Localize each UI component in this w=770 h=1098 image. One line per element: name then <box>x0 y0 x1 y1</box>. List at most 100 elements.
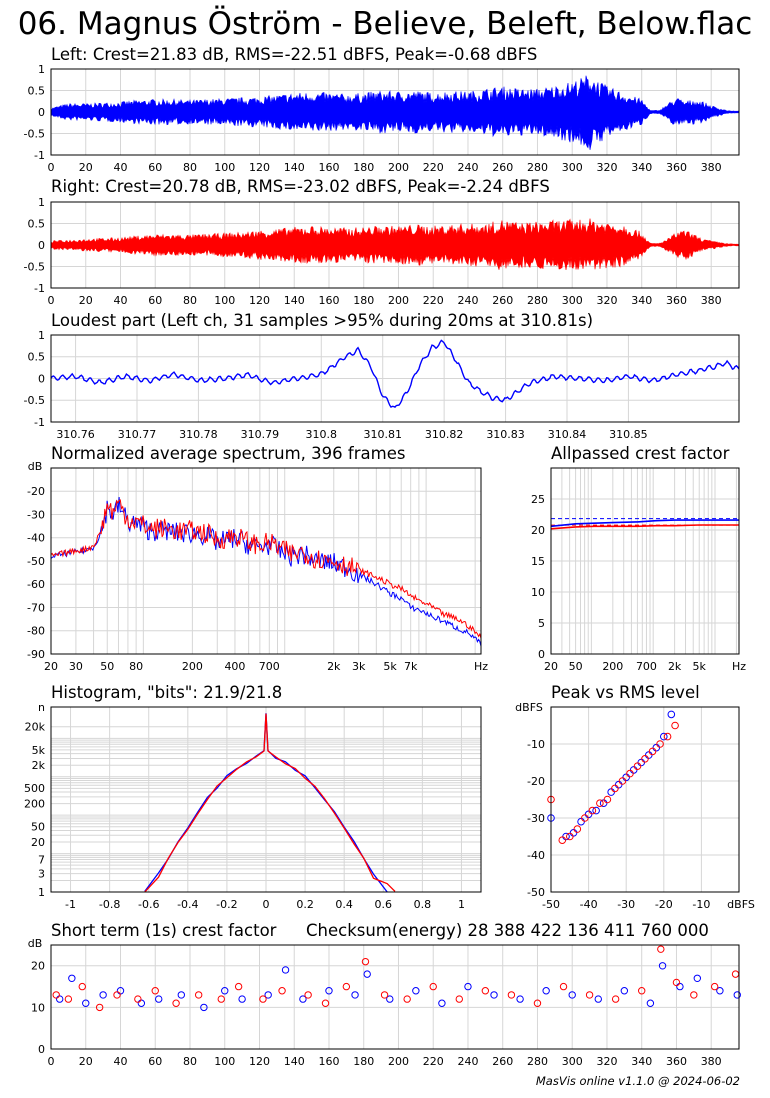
left-channel-plot-frame <box>50 68 740 156</box>
right-channel-x-tick-label: 80 <box>183 294 197 307</box>
crest-point-left <box>137 999 146 1007</box>
crest-point-right <box>78 982 86 991</box>
short-term-crest-x-tick-label: 60 <box>148 1055 162 1068</box>
loudest-part-line <box>50 339 740 409</box>
peak-rms-point-right <box>566 832 574 841</box>
allpassed-plot-frame <box>550 467 740 655</box>
crest-point-right <box>151 987 159 995</box>
right-channel-x-tick-label: 180 <box>353 294 374 307</box>
left-channel-x-tick-label: 80 <box>183 161 197 174</box>
left-channel-y-tick-label: 0 <box>38 106 45 119</box>
short-term-crest-x-tick-label: 180 <box>353 1055 374 1068</box>
loudest-part-title: Loudest part (Left ch, 31 samples >95% d… <box>51 311 594 330</box>
crest-point-right <box>657 945 665 953</box>
left-channel-x-tick-label: 140 <box>284 161 305 174</box>
loudest-part-x-tick-label: 310.77 <box>118 428 157 441</box>
right-channel-x-tick-label: 0 <box>48 294 55 307</box>
crest-point-left <box>325 987 333 995</box>
crest-point-right <box>690 991 698 999</box>
crest-point-left <box>438 999 446 1007</box>
crest-point-right <box>52 991 60 999</box>
right-channel-y-tick-label: 0 <box>38 239 45 252</box>
loudest-part-plot-frame <box>50 334 740 423</box>
crest-point-left <box>568 991 576 999</box>
right-channel-x-tick-label: 160 <box>318 294 339 307</box>
crest-point-right <box>481 987 490 995</box>
peak-vs-rms-y-tick-label: -30 <box>527 812 545 825</box>
left-channel-x-tick-label: 60 <box>148 161 162 174</box>
spectrum-y-tick-label: -90 <box>27 648 45 661</box>
loudest-part-x-tick-label: 310.85 <box>609 428 648 441</box>
checksum-label: Checksum(energy) 28 388 422 136 411 760 … <box>306 921 709 940</box>
peak-vs-rms-y-tick-label: -10 <box>527 738 545 751</box>
allpassed-series-right <box>550 524 739 530</box>
histogram-y-tick-label: 50 <box>31 821 45 834</box>
crest-point-left <box>299 995 307 1003</box>
peak-rms-point-right <box>581 814 589 822</box>
histogram-series-right <box>144 713 396 893</box>
left-channel-x-tick-label: 380 <box>701 161 722 174</box>
left-channel-x-tick-label: 0 <box>48 161 55 174</box>
peak-rms-point-right <box>663 732 672 741</box>
left-channel-y-tick-label: 0.5 <box>28 84 46 97</box>
loudest-part-x-tick-label: 310.84 <box>548 428 587 441</box>
loudest-part-x-tick-label: 310.81 <box>363 428 402 441</box>
left-channel-x-tick-label: 260 <box>492 161 513 174</box>
short-term-crest-x-tick-label: 160 <box>318 1055 339 1068</box>
peak-rms-point-left <box>629 766 638 774</box>
left-channel-x-tick-label: 40 <box>113 161 127 174</box>
peak-rms-point-left <box>614 780 623 789</box>
short-term-crest-x-tick-label: 340 <box>631 1055 652 1068</box>
loudest-part-x-tick-label: 310.78 <box>179 428 218 441</box>
right-channel-x-tick-label: 240 <box>457 294 478 307</box>
left-channel-x-tick-label: 160 <box>318 161 339 174</box>
right-channel-x-tick-label: 320 <box>596 294 617 307</box>
histogram-y-tick-label: 5k <box>32 744 46 757</box>
right-channel-x-tick-label: 360 <box>666 294 687 307</box>
loudest-part-y-tick-label: 1 <box>38 329 45 342</box>
left-channel-x-tick-label: 240 <box>457 161 478 174</box>
right-channel-x-tick-label: 220 <box>423 294 444 307</box>
histogram-x-tick-label: -0.6 <box>138 898 159 911</box>
left-channel-x-tick-label: 20 <box>79 161 93 174</box>
histogram-x-tick-label: -1 <box>65 898 76 911</box>
crest-point-right <box>611 995 620 1003</box>
peak-vs-rms-title: Peak vs RMS level <box>551 683 700 702</box>
spectrum-x-tick-label: 400 <box>224 660 245 673</box>
crest-point-right <box>194 991 203 999</box>
histogram-y-tick-label: 20k <box>25 721 46 734</box>
crest-point-right <box>672 978 681 987</box>
crest-point-right <box>403 995 411 1003</box>
spectrum-y-tick-label: -50 <box>27 555 45 568</box>
histogram-y-tick-label: n <box>38 701 45 714</box>
spectrum-x-tick-label: 5k <box>383 660 397 673</box>
left-channel-y-tick-label: -0.5 <box>24 127 45 140</box>
spectrum-x-tick-label: 50 <box>100 660 114 673</box>
histogram-x-tick-label: 0.2 <box>296 898 314 911</box>
crest-point-right <box>321 999 330 1007</box>
short-term-crest-x-tick-label: 40 <box>113 1055 127 1068</box>
crest-point-right <box>278 987 286 995</box>
crest-point-right <box>507 991 516 999</box>
short-term-crest-x-tick-label: 260 <box>492 1055 513 1068</box>
right-channel-x-tick-label: 100 <box>214 294 235 307</box>
short-term-crest-x-tick-label: 240 <box>457 1055 478 1068</box>
crest-point-left <box>155 995 163 1003</box>
histogram-x-tick-label: 0.6 <box>375 898 393 911</box>
right-channel-x-tick-label: 340 <box>631 294 652 307</box>
spectrum-x-tick-label: 3k <box>352 660 366 673</box>
peak-rms-point-right <box>573 825 582 833</box>
short-term-crest-x-tick-label: 0 <box>48 1055 55 1068</box>
peak-rms-point-left <box>577 817 585 826</box>
peak-rms-point-right <box>626 769 634 778</box>
loudest-part-y-tick-label: -1 <box>34 416 45 429</box>
short-term-crest-x-tick-label: 140 <box>284 1055 305 1068</box>
crest-point-right <box>361 957 370 966</box>
peak-vs-rms-y-tick-label: -50 <box>527 886 545 899</box>
left-channel-waveform <box>50 75 740 150</box>
histogram-y-tick-label: 1 <box>38 886 45 899</box>
crest-point-left <box>693 974 702 982</box>
right-channel-x-tick-label: 60 <box>148 294 162 307</box>
crest-point-left <box>733 991 741 999</box>
